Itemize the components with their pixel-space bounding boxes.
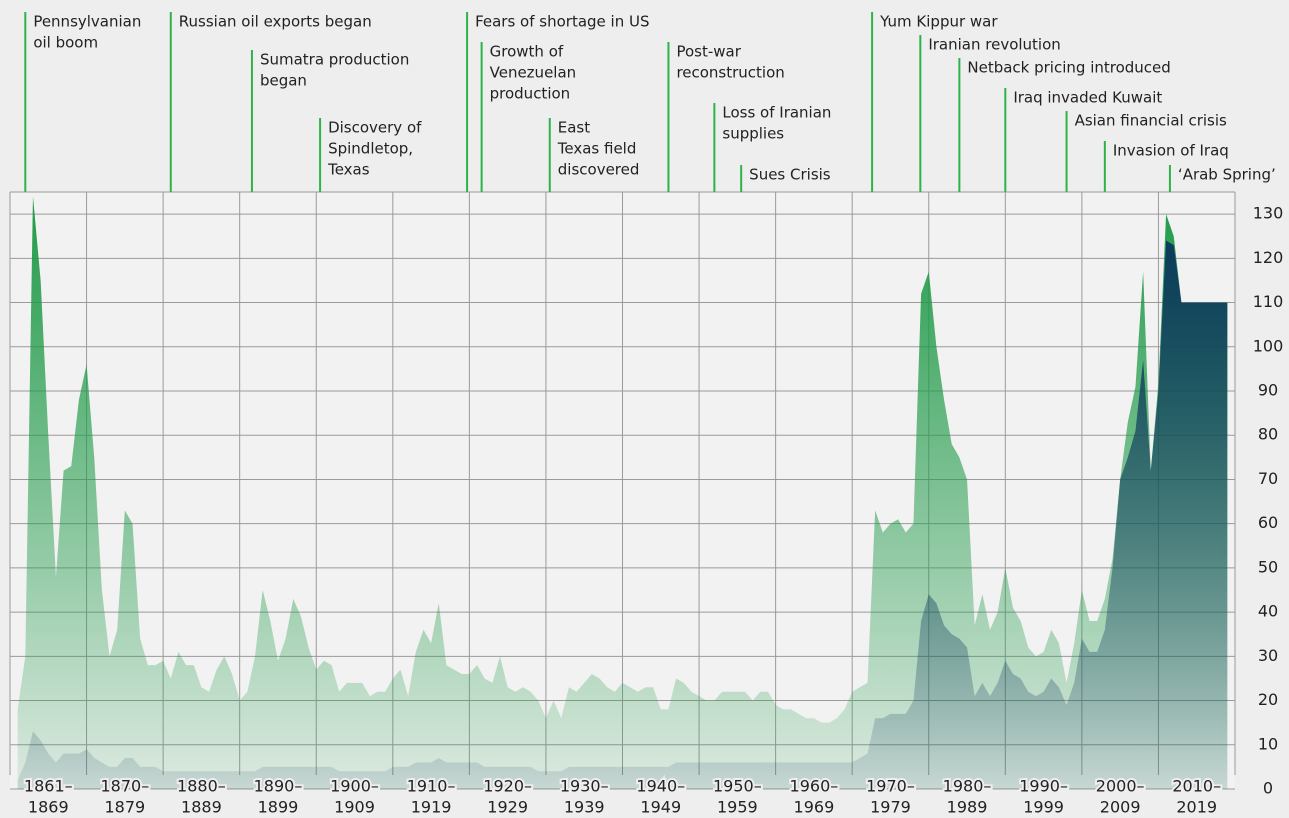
x-tick-label: 1930– xyxy=(560,777,609,796)
y-tick-label: 70 xyxy=(1258,469,1278,488)
y-tick-label: 120 xyxy=(1253,248,1284,267)
annotation-label: Russian oil exports began xyxy=(179,13,372,31)
x-tick-label: 1889 xyxy=(181,798,222,817)
x-tick-label: 1869 xyxy=(28,798,69,817)
x-tick-label: 1890– xyxy=(254,777,303,796)
x-tick-label: 1990– xyxy=(1019,777,1068,796)
y-tick-label: 100 xyxy=(1253,336,1284,355)
x-tick-label: 1870– xyxy=(100,777,149,796)
y-tick-label: 20 xyxy=(1258,690,1278,709)
annotation-label: Discovery of xyxy=(328,119,422,137)
annotation-label: reconstruction xyxy=(676,64,784,82)
x-tick-label: 1940– xyxy=(636,777,685,796)
annotation-label: East xyxy=(558,119,590,137)
x-tick-label: 1970– xyxy=(866,777,915,796)
x-tick-label: 1960– xyxy=(790,777,839,796)
x-tick-label: 1861– xyxy=(24,777,73,796)
x-tick-label: 1899 xyxy=(258,798,299,817)
y-tick-label: 90 xyxy=(1258,381,1278,400)
x-tick-label: 1879 xyxy=(104,798,145,817)
x-tick-label: 2000– xyxy=(1096,777,1145,796)
annotation-label: Fears of shortage in US xyxy=(475,13,649,31)
annotation-label: Growth of xyxy=(490,43,564,61)
y-tick-label: 0 xyxy=(1263,779,1273,798)
annotation-label: Texas field xyxy=(557,140,637,158)
annotation-label: Pennsylvanian xyxy=(33,13,141,31)
x-tick-label: 1900– xyxy=(330,777,379,796)
annotation-label: Post-war xyxy=(676,43,741,61)
annotation-label: Texas xyxy=(327,161,370,179)
y-tick-label: 60 xyxy=(1258,513,1278,532)
x-tick-label: 1910– xyxy=(407,777,456,796)
y-tick-label: 30 xyxy=(1258,646,1278,665)
y-tick-label: 40 xyxy=(1258,602,1278,621)
annotation-label: supplies xyxy=(722,125,784,143)
annotation-label: Yum Kippur war xyxy=(879,13,998,31)
x-tick-label: 1999 xyxy=(1023,798,1064,817)
x-tick-label: 2009 xyxy=(1100,798,1141,817)
x-tick-label: 1979 xyxy=(870,798,911,817)
annotation-label: Netback pricing introduced xyxy=(967,59,1170,77)
x-tick-label: 1920– xyxy=(483,777,532,796)
annotation-label: Sues Crisis xyxy=(749,166,831,184)
annotation-label: Loss of Iranian xyxy=(722,104,831,122)
x-tick-label: 1880– xyxy=(177,777,226,796)
annotation-label: discovered xyxy=(558,161,640,179)
y-tick-label: 130 xyxy=(1253,204,1284,223)
y-tick-label: 80 xyxy=(1258,425,1278,444)
annotation-label: Asian financial crisis xyxy=(1075,112,1227,130)
annotation-label: oil boom xyxy=(33,34,98,52)
y-tick-label: 10 xyxy=(1258,734,1278,753)
x-tick-label: 1989 xyxy=(947,798,988,817)
x-tick-label: 1949 xyxy=(640,798,681,817)
annotation-label: production xyxy=(490,85,571,103)
x-tick-label: 1919 xyxy=(411,798,452,817)
x-tick-label: 1909 xyxy=(334,798,375,817)
annotation-label: Venezuelan xyxy=(490,64,577,82)
x-tick-label: 2010– xyxy=(1172,777,1221,796)
x-tick-label: 1959 xyxy=(717,798,758,817)
annotation-label: Sumatra production xyxy=(260,51,409,69)
annotation-label: ‘Arab Spring’ xyxy=(1178,166,1276,184)
y-tick-label: 110 xyxy=(1253,292,1284,311)
x-tick-label: 1950– xyxy=(713,777,762,796)
x-tick-label: 1939 xyxy=(564,798,605,817)
annotation-label: Iranian revolution xyxy=(928,36,1060,54)
x-tick-label: 1929 xyxy=(487,798,528,817)
x-tick-label: 2019 xyxy=(1176,798,1217,817)
y-tick-label: 50 xyxy=(1258,557,1278,576)
x-tick-label: 1980– xyxy=(943,777,992,796)
annotation-label: Invasion of Iraq xyxy=(1113,142,1229,160)
chart: 0 10 20 30 40 50 60 70 80 90 100 110 120 130 1861– 1869… xyxy=(0,0,1289,818)
annotation-label: Iraq invaded Kuwait xyxy=(1013,89,1162,107)
annotation-label: began xyxy=(260,72,307,90)
annotation-label: Spindletop, xyxy=(328,140,413,158)
x-tick-label: 1969 xyxy=(794,798,835,817)
